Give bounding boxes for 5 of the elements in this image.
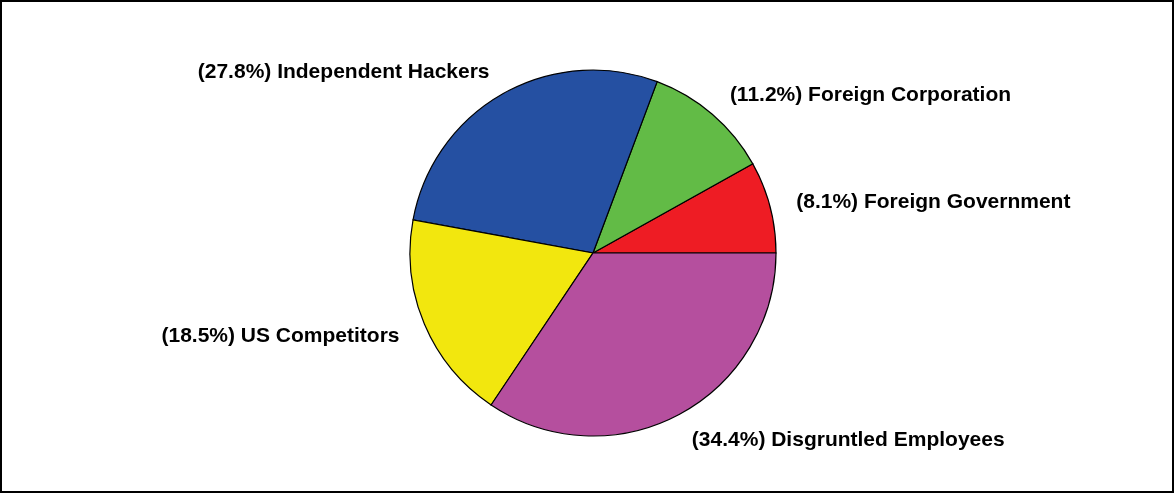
slice-label: (8.1%) Foreign Government bbox=[796, 188, 1071, 212]
slice-label: (34.4%) Disgruntled Employees bbox=[691, 426, 1005, 450]
slice-label: (18.5%) US Competitors bbox=[161, 322, 400, 346]
slice-label: (27.8%) Independent Hackers bbox=[197, 58, 490, 82]
slice-label: (11.2%) Foreign Corporation bbox=[729, 82, 1012, 106]
